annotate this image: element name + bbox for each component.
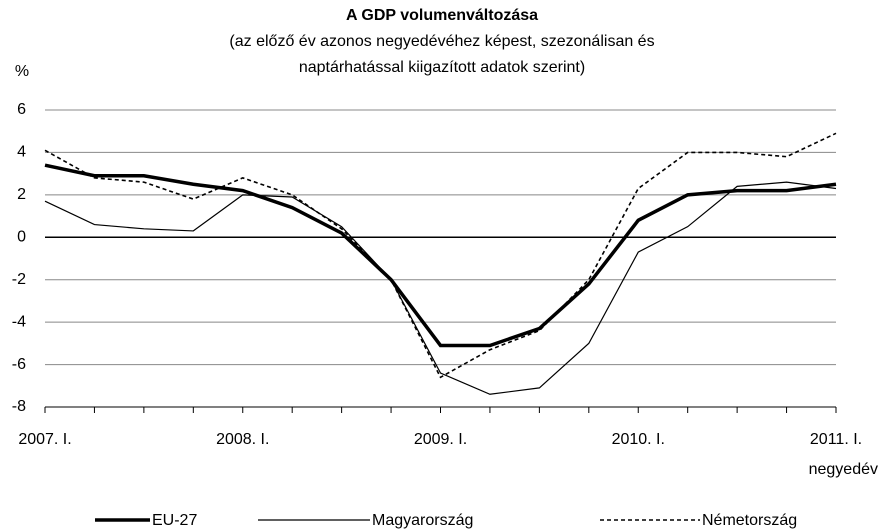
series-line — [44, 181, 837, 395]
chart-subtitle: naptárhatással kiigazított adatok szerin… — [299, 59, 585, 76]
y-tick-label: -8 — [12, 398, 26, 415]
chart-title: A GDP volumenváltozása — [346, 7, 538, 24]
x-tick-label: 2007. I. — [18, 431, 71, 448]
legend-label: EU-27 — [152, 512, 197, 529]
x-axis-label: negyedév — [809, 461, 878, 478]
x-tick-label: 2011. I. — [810, 431, 862, 448]
y-tick-label: -6 — [12, 356, 26, 373]
y-axis-label: % — [15, 63, 29, 80]
y-tick-label: 4 — [17, 144, 26, 161]
series-line — [44, 163, 837, 348]
y-tick-label: -2 — [12, 271, 26, 288]
x-tick-label: 2009. I. — [414, 431, 467, 448]
series-line — [44, 132, 837, 379]
x-tick-label: 2008. I. — [216, 431, 269, 448]
legend-label: Magyarország — [372, 512, 473, 529]
x-tick-label: 2010. I. — [612, 431, 665, 448]
y-tick-label: -4 — [12, 313, 26, 330]
y-tick-label: 2 — [17, 186, 26, 203]
y-tick-label: 6 — [17, 101, 26, 118]
chart-subtitle: (az előző év azonos negyedévéhez képest,… — [229, 33, 654, 50]
legend-label: Németország — [702, 512, 797, 529]
y-tick-label: 0 — [17, 229, 26, 246]
